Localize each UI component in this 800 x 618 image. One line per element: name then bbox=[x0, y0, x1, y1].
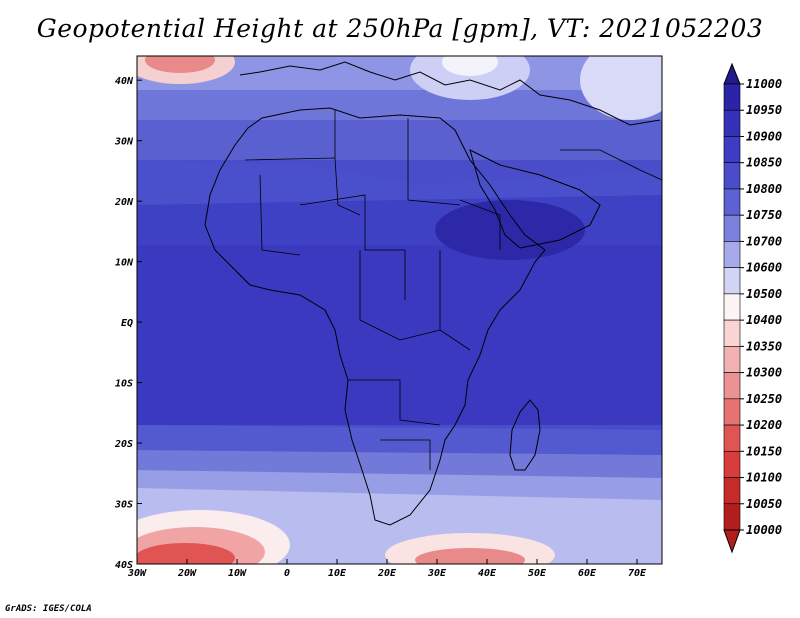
lon-tick-label: 30W bbox=[127, 568, 147, 579]
colorbar-swatch bbox=[723, 188, 741, 216]
lon-tick-label: 0 bbox=[284, 568, 290, 579]
colorbar-swatch bbox=[723, 293, 741, 321]
colorbar-label: 10400 bbox=[746, 313, 782, 327]
lat-tick-label: 40N bbox=[115, 76, 134, 87]
colorbar-swatch bbox=[723, 398, 741, 426]
colorbar-swatch bbox=[723, 162, 741, 190]
lon-tick-label: 70E bbox=[628, 568, 647, 579]
lon-tick-label: 10W bbox=[228, 568, 247, 579]
colorbar-label: 10900 bbox=[746, 129, 782, 143]
colorbar-label: 10200 bbox=[746, 418, 782, 432]
colorbar-label: 10500 bbox=[746, 287, 782, 301]
colorbar: 11000 10950 10900 10850 10800 10750 10700 10600… bbox=[723, 62, 782, 554]
colorbar-label: 10050 bbox=[746, 497, 782, 511]
europe-coastline bbox=[239, 61, 661, 126]
colorbar-swatch bbox=[723, 83, 741, 111]
colorbar-swatch bbox=[723, 346, 741, 373]
lon-tick-label: 60E bbox=[578, 568, 597, 579]
lon-tick-label: 20E bbox=[377, 568, 397, 579]
colorbar-label: 11000 bbox=[746, 77, 782, 91]
country-borders bbox=[244, 110, 662, 470]
colorbar-swatch bbox=[723, 241, 741, 268]
colorbar-label: 10350 bbox=[746, 339, 782, 353]
colorbar-label: 10750 bbox=[746, 208, 782, 222]
lat-tick-label: 30S bbox=[114, 500, 133, 511]
lon-tick-label: 40E bbox=[478, 568, 497, 579]
colorbar-label: 10950 bbox=[746, 103, 782, 117]
lat-tick-label: 10N bbox=[115, 258, 134, 269]
colorbar-label: 10600 bbox=[746, 261, 782, 275]
grads-credit: GrADS: IGES/COLA bbox=[5, 604, 92, 614]
colorbar-swatch bbox=[723, 214, 741, 242]
lat-tick-label: 20S bbox=[114, 439, 133, 450]
lat-tick-label: 30N bbox=[114, 137, 134, 148]
latitude-ticks: 40N 30N 20N 10N EQ 10S 20S 30S 40S bbox=[114, 76, 142, 571]
colorbar-label: 10150 bbox=[746, 444, 782, 458]
lon-tick-label: 20W bbox=[177, 568, 197, 579]
colorbar-bottom-arrow bbox=[723, 529, 741, 554]
colorbar-label: 10300 bbox=[746, 366, 782, 380]
colorbar-swatch bbox=[723, 136, 741, 164]
colorbar-label: 10000 bbox=[746, 523, 782, 537]
lat-tick-label: 20N bbox=[114, 197, 134, 208]
arabia-coastline bbox=[469, 149, 601, 249]
colorbar-swatch bbox=[723, 267, 741, 295]
lon-tick-label: 50E bbox=[528, 568, 547, 579]
longitude-ticks: 30W 20W 10W 0 10E 20E 30E 40E 50E 60E 70E bbox=[127, 559, 647, 579]
lat-tick-label: 10S bbox=[115, 379, 133, 390]
plot-title: Geopotential Height at 250hPa [gpm], VT:… bbox=[36, 14, 764, 43]
colorbar-label: 10800 bbox=[746, 182, 782, 196]
colorbar-swatch bbox=[723, 372, 741, 400]
colorbar-label: 10100 bbox=[746, 471, 782, 485]
lon-tick-label: 30E bbox=[427, 568, 447, 579]
colorbar-label: 10250 bbox=[746, 392, 782, 406]
colorbar-label: 10850 bbox=[746, 156, 782, 170]
height-field bbox=[137, 56, 662, 564]
lon-tick-label: 10E bbox=[328, 568, 347, 579]
colorbar-swatch bbox=[723, 450, 741, 478]
plot-frame bbox=[136, 55, 663, 565]
colorbar-swatch bbox=[723, 109, 741, 137]
colorbar-label: 10700 bbox=[746, 234, 782, 248]
lat-tick-label: EQ bbox=[121, 318, 133, 329]
colorbar-top-arrow bbox=[723, 62, 741, 85]
madagascar-coastline bbox=[509, 399, 541, 471]
colorbar-swatch bbox=[723, 424, 741, 452]
colorbar-swatch bbox=[723, 477, 741, 505]
africa-coastline bbox=[204, 107, 546, 526]
colorbar-swatch bbox=[723, 319, 741, 347]
lat-tick-label: 40S bbox=[115, 560, 133, 571]
colorbar-swatch bbox=[723, 503, 741, 531]
